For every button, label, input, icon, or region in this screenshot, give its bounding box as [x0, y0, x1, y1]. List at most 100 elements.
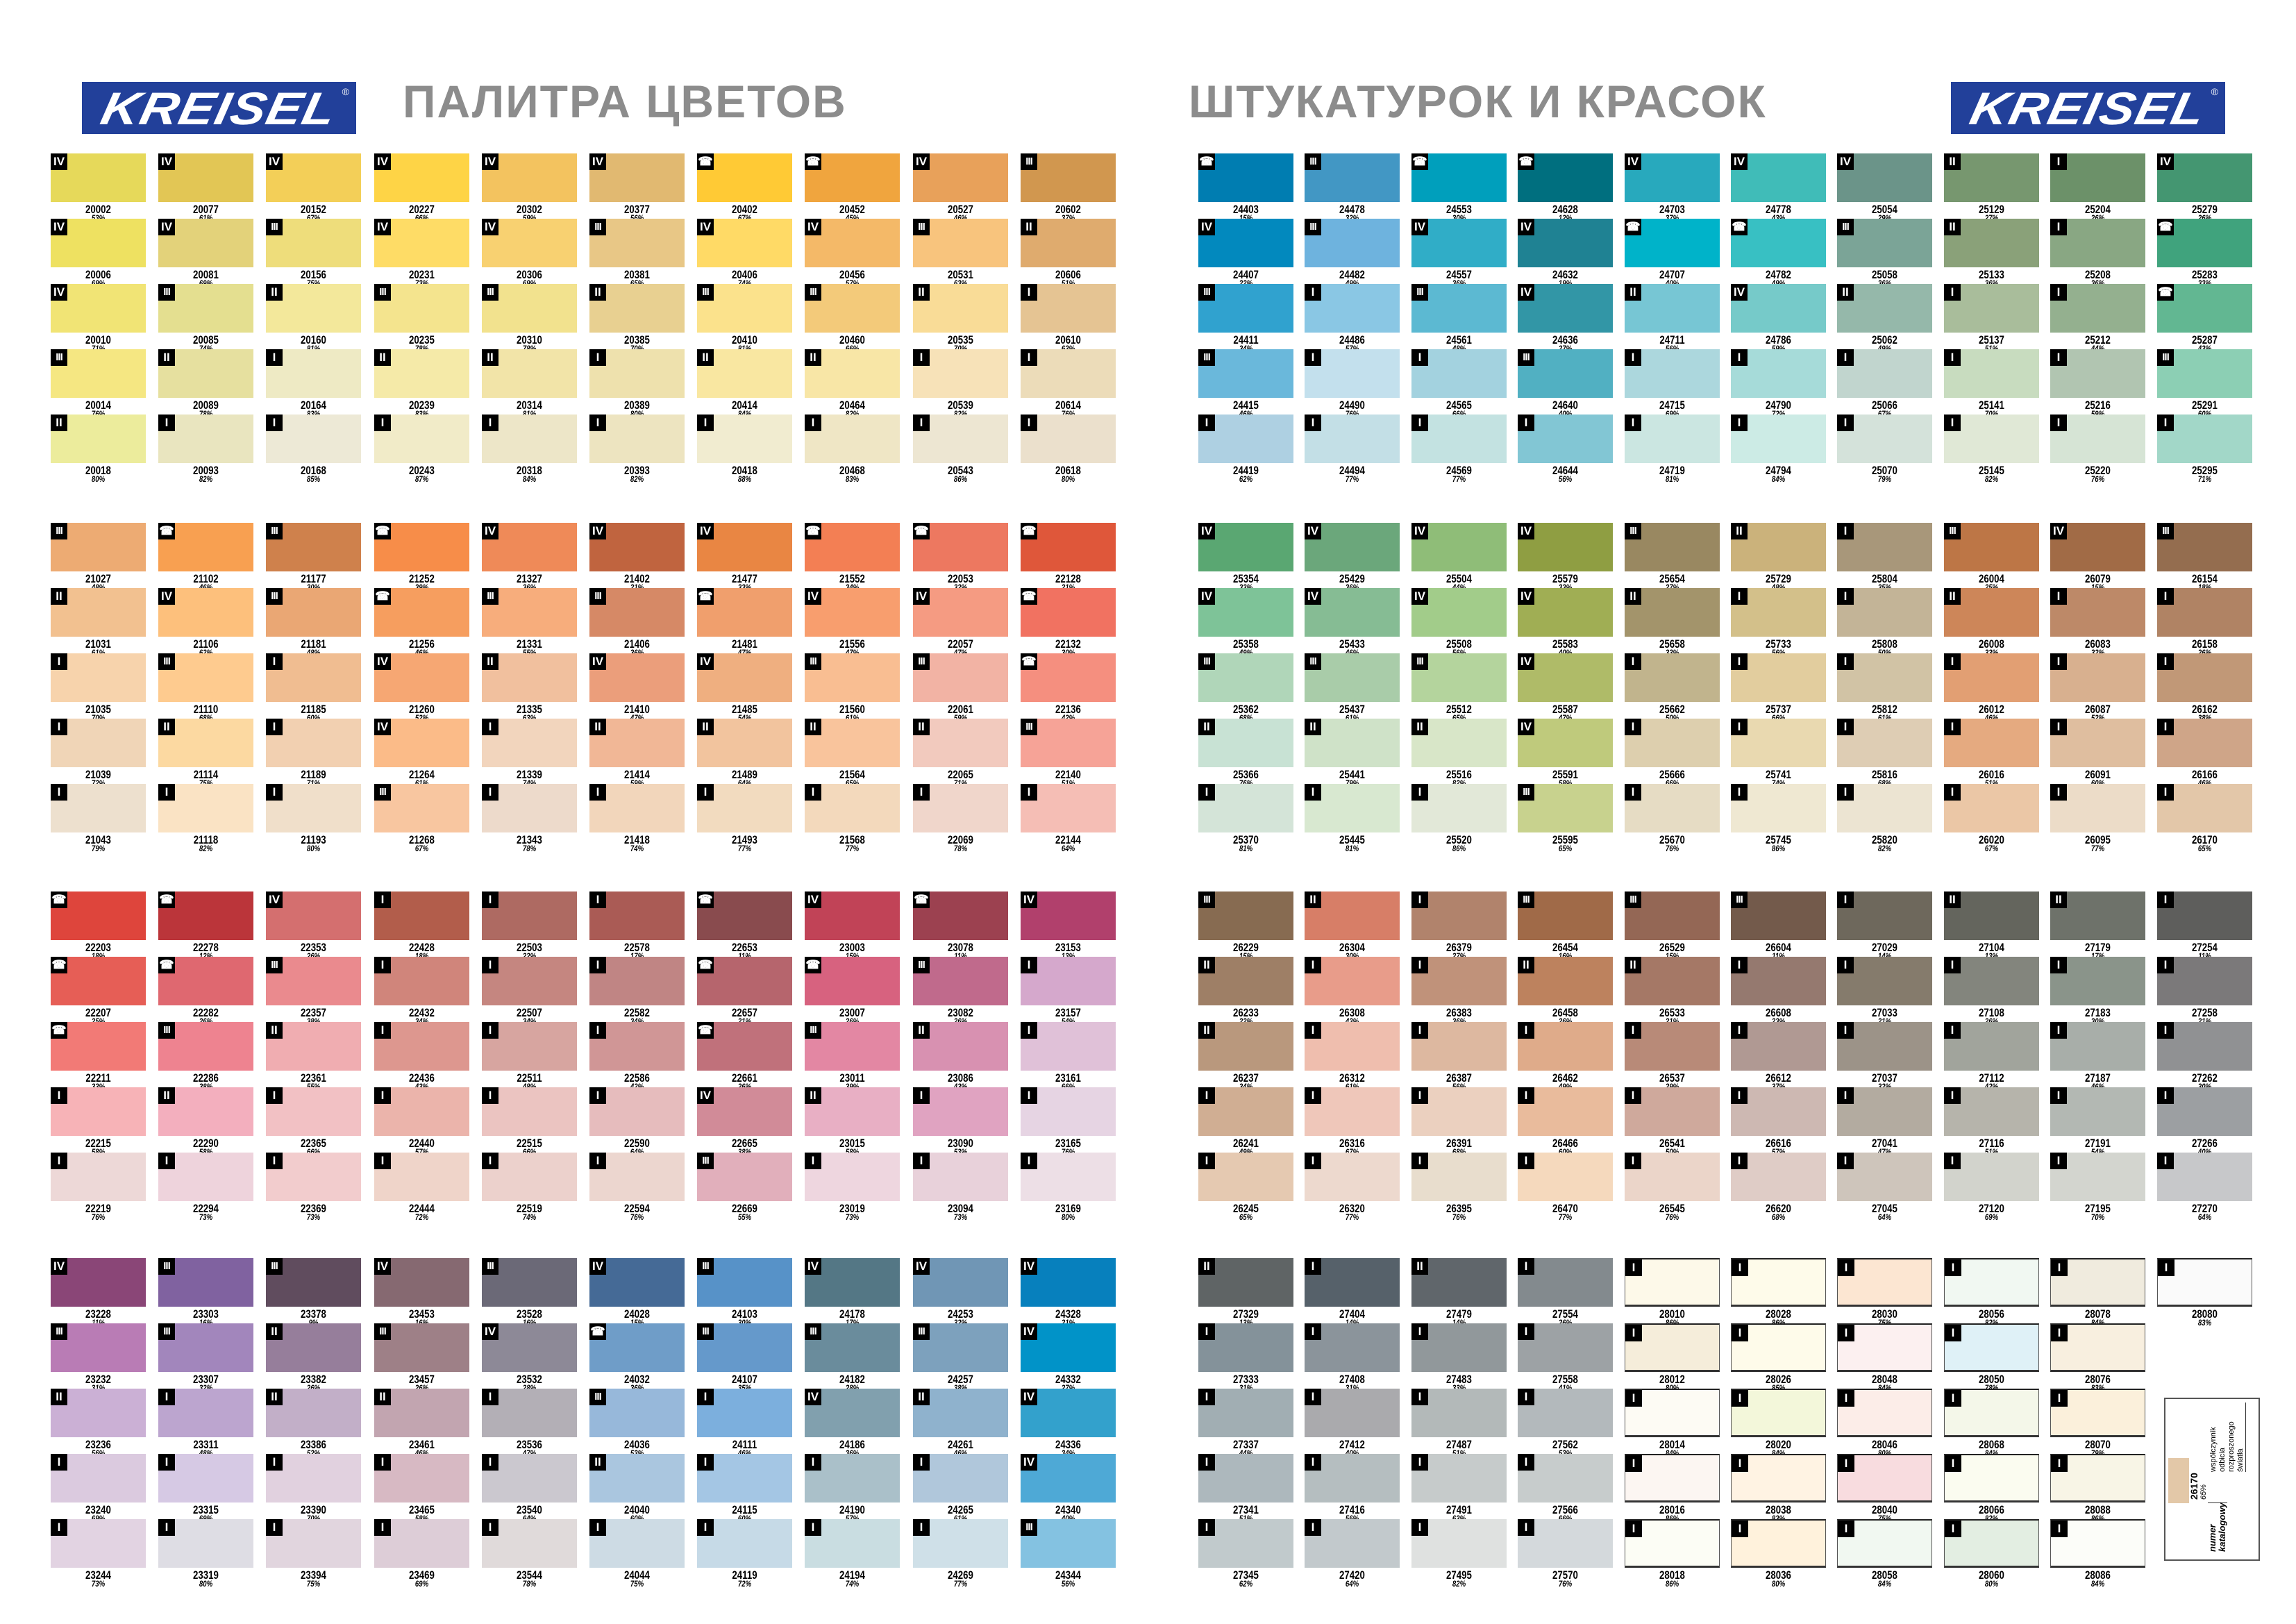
- color-swatch-20456: IV: [805, 219, 900, 267]
- swatch-code: 27554: [1552, 1307, 1578, 1321]
- class-badge: II: [266, 284, 283, 301]
- swatch-code: 25220: [2085, 464, 2111, 477]
- swatch-code: 28016: [1659, 1503, 1685, 1516]
- class-badge: I: [805, 784, 821, 801]
- swatch-code: 28018: [1659, 1568, 1685, 1582]
- swatch-code: 25145: [1979, 464, 2004, 477]
- color-swatch-27254: I: [2157, 891, 2252, 940]
- color-swatch-24778: IV: [1731, 153, 1826, 202]
- swatch-code: 25295: [2192, 464, 2218, 477]
- class-badge: II: [1944, 891, 1961, 908]
- color-swatch-25504: IV: [1411, 523, 1507, 571]
- color-swatch-25070: I: [1837, 415, 1932, 463]
- class-badge: I: [1945, 1521, 1961, 1537]
- color-swatch-23011: III: [805, 1022, 900, 1071]
- color-swatch-26604: III: [1731, 891, 1826, 940]
- class-badge: I: [2157, 1153, 2174, 1169]
- color-swatch-27116: I: [1944, 1087, 2039, 1136]
- class-badge: I: [1518, 1519, 1534, 1536]
- class-badge: II: [913, 1022, 930, 1039]
- class-badge: IV: [51, 153, 67, 170]
- swatch-code: 26245: [1233, 1202, 1259, 1215]
- swatch-code: 28080: [2192, 1307, 2218, 1321]
- class-badge: I: [1411, 1389, 1428, 1405]
- class-badge: III: [374, 784, 391, 801]
- color-swatch-26458: II: [1518, 957, 1613, 1005]
- color-swatch-26533: II: [1625, 957, 1720, 1005]
- swatch-code: 22590: [624, 1137, 650, 1150]
- color-swatch-28080: I: [2157, 1258, 2252, 1307]
- swatch-code: 22203: [85, 941, 111, 954]
- swatch-reflectance: 74%: [845, 1579, 860, 1589]
- swatch-code: 23544: [517, 1568, 542, 1582]
- color-swatch-26016: I: [1944, 719, 2039, 767]
- swatch-code: 23319: [193, 1568, 219, 1582]
- color-swatch-21481: ☎: [697, 588, 792, 637]
- class-badge: I: [589, 415, 606, 431]
- swatch-code: 27108: [1979, 1006, 2004, 1019]
- color-swatch-24715: I: [1625, 349, 1720, 398]
- color-swatch-22061: III: [913, 653, 1008, 702]
- class-badge: III: [805, 284, 821, 301]
- color-swatch-26095: I: [2050, 784, 2145, 832]
- class-badge: I: [266, 1153, 283, 1169]
- class-badge: I: [1837, 891, 1854, 908]
- class-badge: I: [1625, 653, 1641, 670]
- swatch-code: 20464: [839, 399, 865, 412]
- swatch-reflectance: 77%: [1558, 1212, 1573, 1222]
- swatch-code: 21568: [839, 833, 865, 846]
- class-badge: III: [913, 219, 930, 235]
- swatch-code: 20535: [948, 333, 973, 346]
- swatch-code: 27116: [1979, 1137, 2004, 1150]
- swatch-code: 28056: [1979, 1307, 2004, 1321]
- swatch-code: 21339: [517, 768, 542, 781]
- swatch-code: 27183: [2085, 1006, 2111, 1019]
- swatch-code: 20418: [732, 464, 757, 477]
- swatch-code: 26320: [1339, 1202, 1365, 1215]
- swatch-code: 25741: [1766, 768, 1791, 781]
- swatch-reflectance: 82%: [199, 474, 213, 484]
- swatch-code: 21489: [732, 768, 757, 781]
- color-swatch-25366: II: [1198, 719, 1293, 767]
- class-badge: I: [1198, 1087, 1215, 1104]
- class-badge: I: [2050, 1087, 2067, 1104]
- swatch-code: 21039: [85, 768, 111, 781]
- color-swatch-28040: I: [1837, 1454, 1932, 1502]
- class-badge: III: [482, 284, 498, 301]
- kreisel-logo-left: KREISEL ®: [82, 82, 356, 134]
- color-swatch-21260: IV: [374, 653, 469, 702]
- swatch-code: 20077: [193, 203, 219, 216]
- class-badge: II: [1021, 219, 1037, 235]
- swatch-code: 26091: [2085, 768, 2111, 781]
- class-badge: I: [1305, 1323, 1321, 1340]
- color-swatch-27554: I: [1518, 1258, 1613, 1307]
- swatch-code: 24632: [1552, 268, 1578, 281]
- color-swatch-20414: II: [697, 349, 792, 398]
- class-badge: I: [589, 1022, 606, 1039]
- color-swatch-26237: II: [1198, 1022, 1293, 1071]
- color-swatch-21035: I: [51, 653, 146, 702]
- class-badge: I: [1411, 957, 1428, 973]
- swatch-code: 22665: [732, 1137, 757, 1150]
- color-swatch-25583: IV: [1518, 588, 1613, 637]
- swatch-code: 22136: [1055, 703, 1081, 716]
- class-badge: I: [266, 415, 283, 431]
- color-swatch-20227: IV: [374, 153, 469, 202]
- color-swatch-24182: III: [805, 1323, 900, 1372]
- swatch-reflectance: 80%: [199, 1579, 213, 1589]
- swatch-code: 22215: [85, 1137, 111, 1150]
- swatch-code: 25745: [1766, 833, 1791, 846]
- swatch-code: 24257: [948, 1373, 973, 1386]
- swatch-reflectance: 82%: [199, 844, 213, 853]
- swatch-code: 26458: [1552, 1006, 1578, 1019]
- phone-icon: ☎: [697, 957, 714, 973]
- swatch-code: 24028: [624, 1307, 650, 1321]
- class-badge: I: [51, 1519, 67, 1536]
- swatch-code: 28030: [1872, 1307, 1897, 1321]
- color-swatch-25433: IV: [1305, 588, 1400, 637]
- color-swatch-20318: I: [482, 415, 577, 463]
- class-badge: II: [1305, 719, 1321, 735]
- swatch-code: 28068: [1979, 1438, 2004, 1451]
- swatch-reflectance: 78%: [522, 1579, 537, 1589]
- phone-icon: ☎: [1518, 153, 1534, 170]
